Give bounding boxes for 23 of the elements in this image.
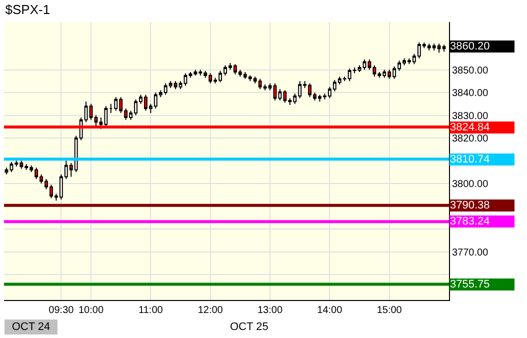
text: OCT 25 — [230, 321, 268, 333]
ref-line-label: 3755.75 — [450, 278, 490, 290]
ref-line-label: 3810.74 — [450, 154, 490, 166]
y-tick-label: 3850.00 — [452, 65, 489, 76]
x-tick-label: 11:00 — [138, 305, 164, 316]
y-tick-label: 3830.00 — [452, 110, 489, 122]
text: OCT 24 — [12, 321, 50, 333]
x-tick-label: 13:00 — [257, 305, 283, 316]
candlestick — [109, 103, 113, 114]
y-tick-label: 3820.00 — [452, 134, 489, 145]
x-tick-label: 10:00 — [78, 305, 104, 316]
y-tick-label: 3840.00 — [452, 88, 489, 100]
ref-line-label: 3824.84 — [450, 122, 490, 134]
x-tick-label: 12:00 — [198, 305, 224, 316]
y-tick-label: 3800.00 — [452, 179, 489, 190]
y-tick-label: 3770.00 — [452, 247, 489, 258]
ref-line-label: 3790.38 — [450, 200, 490, 212]
ref-line-label: 3783.24 — [450, 216, 490, 228]
x-tick-label: 14:00 — [317, 305, 343, 316]
x-tick-label: 15:00 — [376, 305, 402, 316]
text: 3860.20 — [450, 40, 490, 52]
chart-title: $SPX-1 — [5, 2, 50, 18]
x-tick-label: 09:30 — [48, 305, 74, 316]
